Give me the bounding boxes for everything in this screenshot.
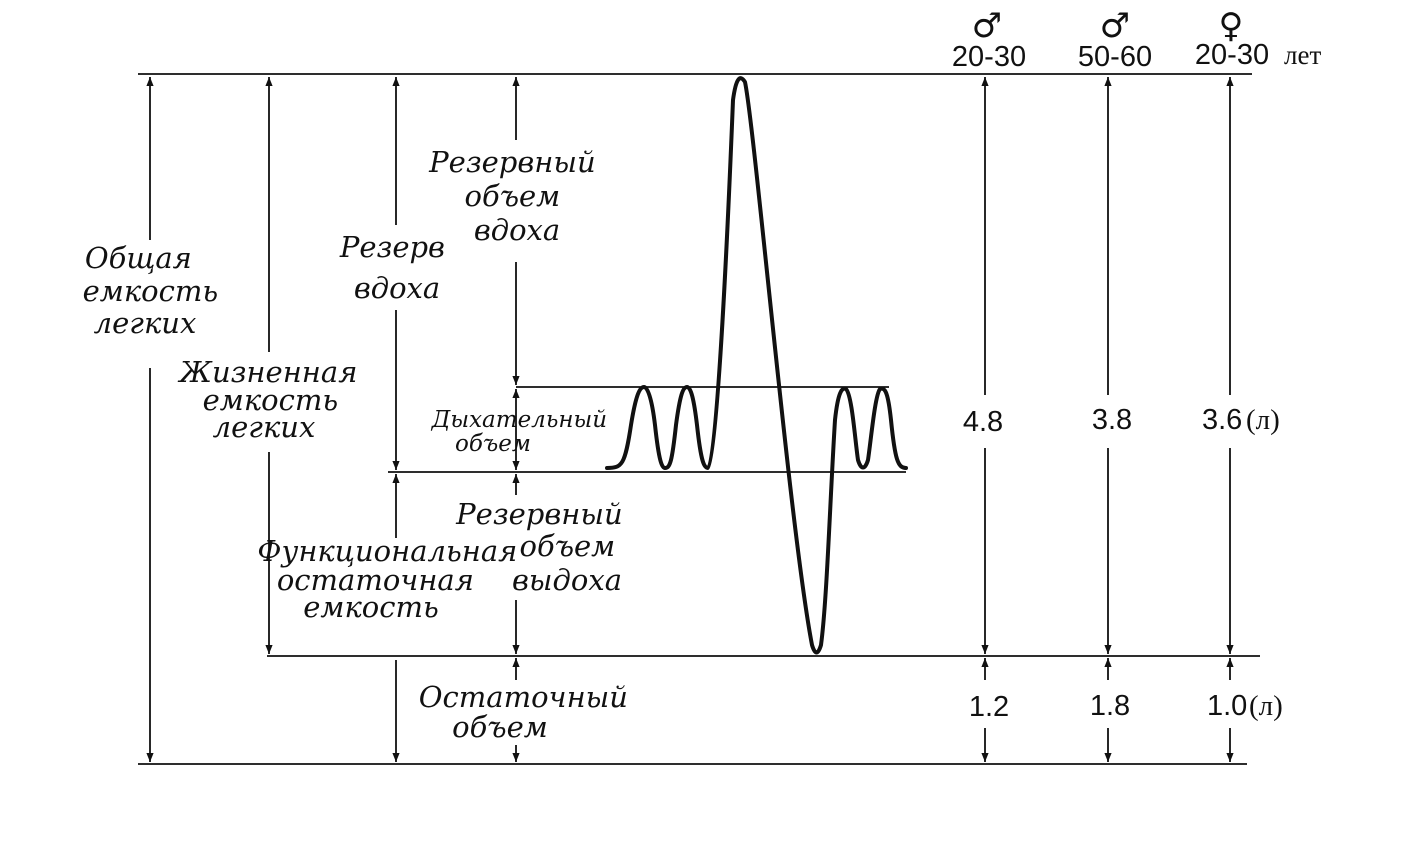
group3-vital-unit: (л) — [1246, 404, 1280, 436]
group1-age: 20-30 — [952, 41, 1026, 73]
label-functional-residual: Функциональная остаточная емкость — [257, 534, 526, 624]
group1-sex-symbol: ♂ — [972, 6, 1002, 46]
age-unit: лет — [1284, 40, 1321, 70]
label-tidal-volume: Дыхательный объем — [431, 407, 615, 457]
group2-sex-symbol: ♂ — [1100, 6, 1130, 46]
group3-vital-value: 3.6 — [1202, 404, 1242, 436]
group3-age: 20-30 — [1195, 39, 1269, 71]
label-residual-volume: Остаточный объем — [419, 680, 637, 744]
group3-residual-value: 1.0 — [1207, 690, 1247, 722]
label-vital-capacity: Жизненная емкость легких — [177, 355, 366, 444]
label-erv: Резервный объем выдоха — [455, 497, 632, 597]
group1-residual-value: 1.2 — [969, 691, 1009, 723]
group3-residual-unit: (л) — [1249, 690, 1283, 722]
group2-age: 50-60 — [1078, 41, 1152, 73]
spirometry-curve — [605, 76, 908, 655]
group2-residual-value: 1.8 — [1090, 690, 1130, 722]
group1-vital-value: 4.8 — [963, 406, 1003, 438]
label-inspiratory-reserve: Резерв вдоха — [339, 230, 454, 305]
label-total-capacity: Общая емкость легких — [83, 241, 228, 340]
label-irv: Резервный объем вдоха — [428, 145, 605, 247]
group3-sex-symbol: ♀ — [1219, 6, 1244, 46]
group2-vital-value: 3.8 — [1092, 404, 1132, 436]
